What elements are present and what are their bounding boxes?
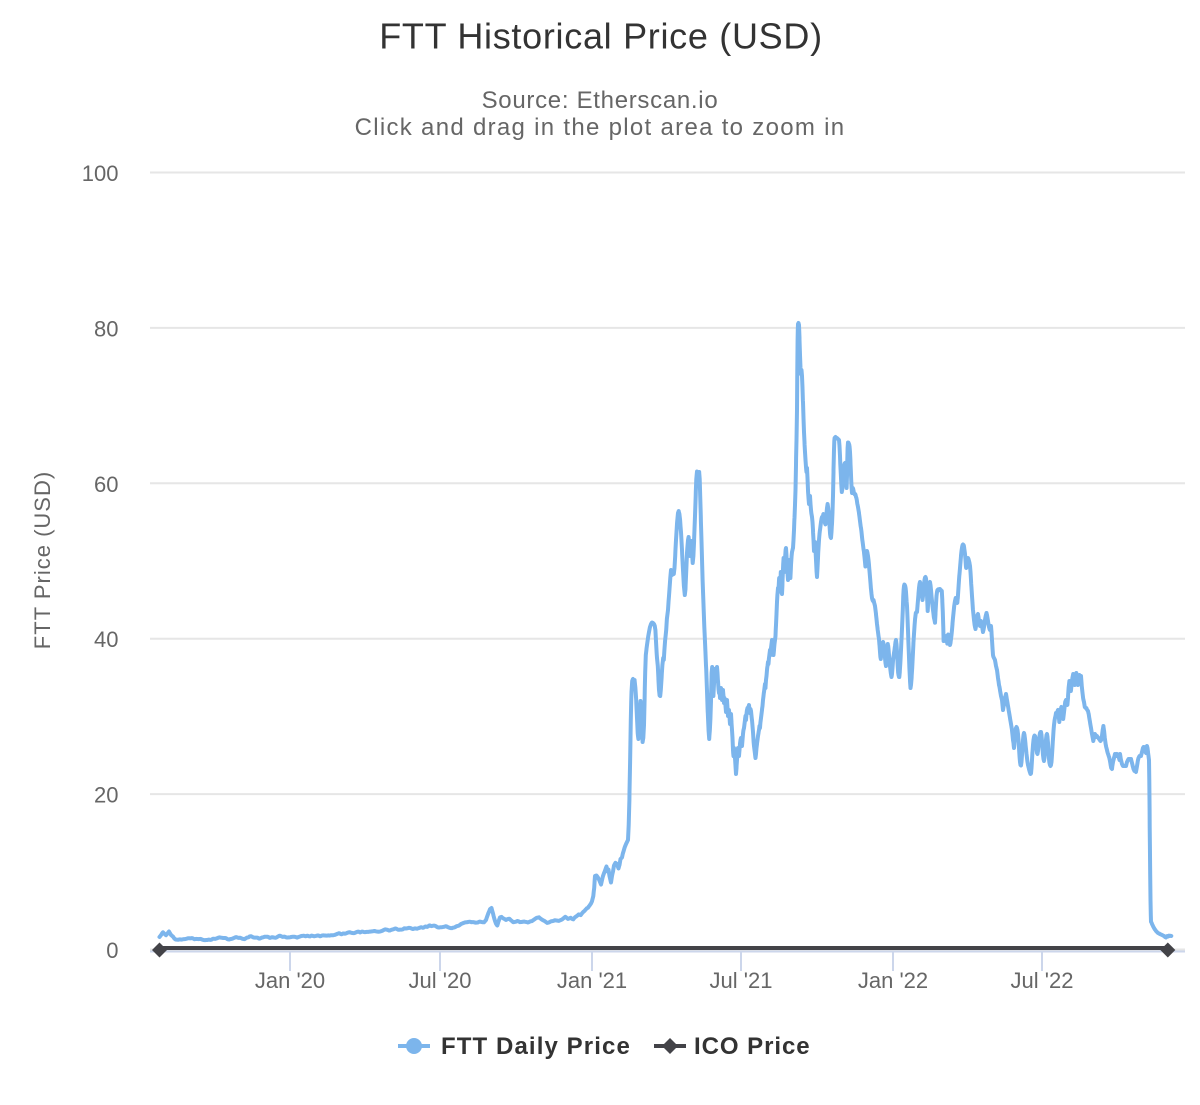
svg-text:Jul '21: Jul '21 [710, 968, 773, 993]
svg-text:FTT Price (USD): FTT Price (USD) [30, 471, 55, 649]
svg-text:Jul '20: Jul '20 [409, 968, 472, 993]
svg-text:60: 60 [94, 472, 118, 497]
svg-text:0: 0 [106, 938, 118, 963]
svg-text:Click and drag in the plot are: Click and drag in the plot area to zoom … [355, 114, 846, 141]
svg-text:40: 40 [94, 627, 118, 652]
svg-text:20: 20 [94, 783, 118, 808]
svg-text:FTT Historical Price (USD): FTT Historical Price (USD) [379, 16, 823, 57]
svg-text:Jul '22: Jul '22 [1011, 968, 1074, 993]
svg-text:Jan '22: Jan '22 [858, 968, 928, 993]
svg-text:Jan '21: Jan '21 [557, 968, 627, 993]
svg-text:Jan '20: Jan '20 [255, 968, 325, 993]
svg-text:100: 100 [82, 161, 119, 186]
svg-text:ICO Price: ICO Price [694, 1033, 811, 1060]
svg-text:80: 80 [94, 316, 118, 341]
svg-text:Source: Etherscan.io: Source: Etherscan.io [482, 87, 719, 114]
svg-text:FTT Daily Price: FTT Daily Price [441, 1033, 631, 1060]
